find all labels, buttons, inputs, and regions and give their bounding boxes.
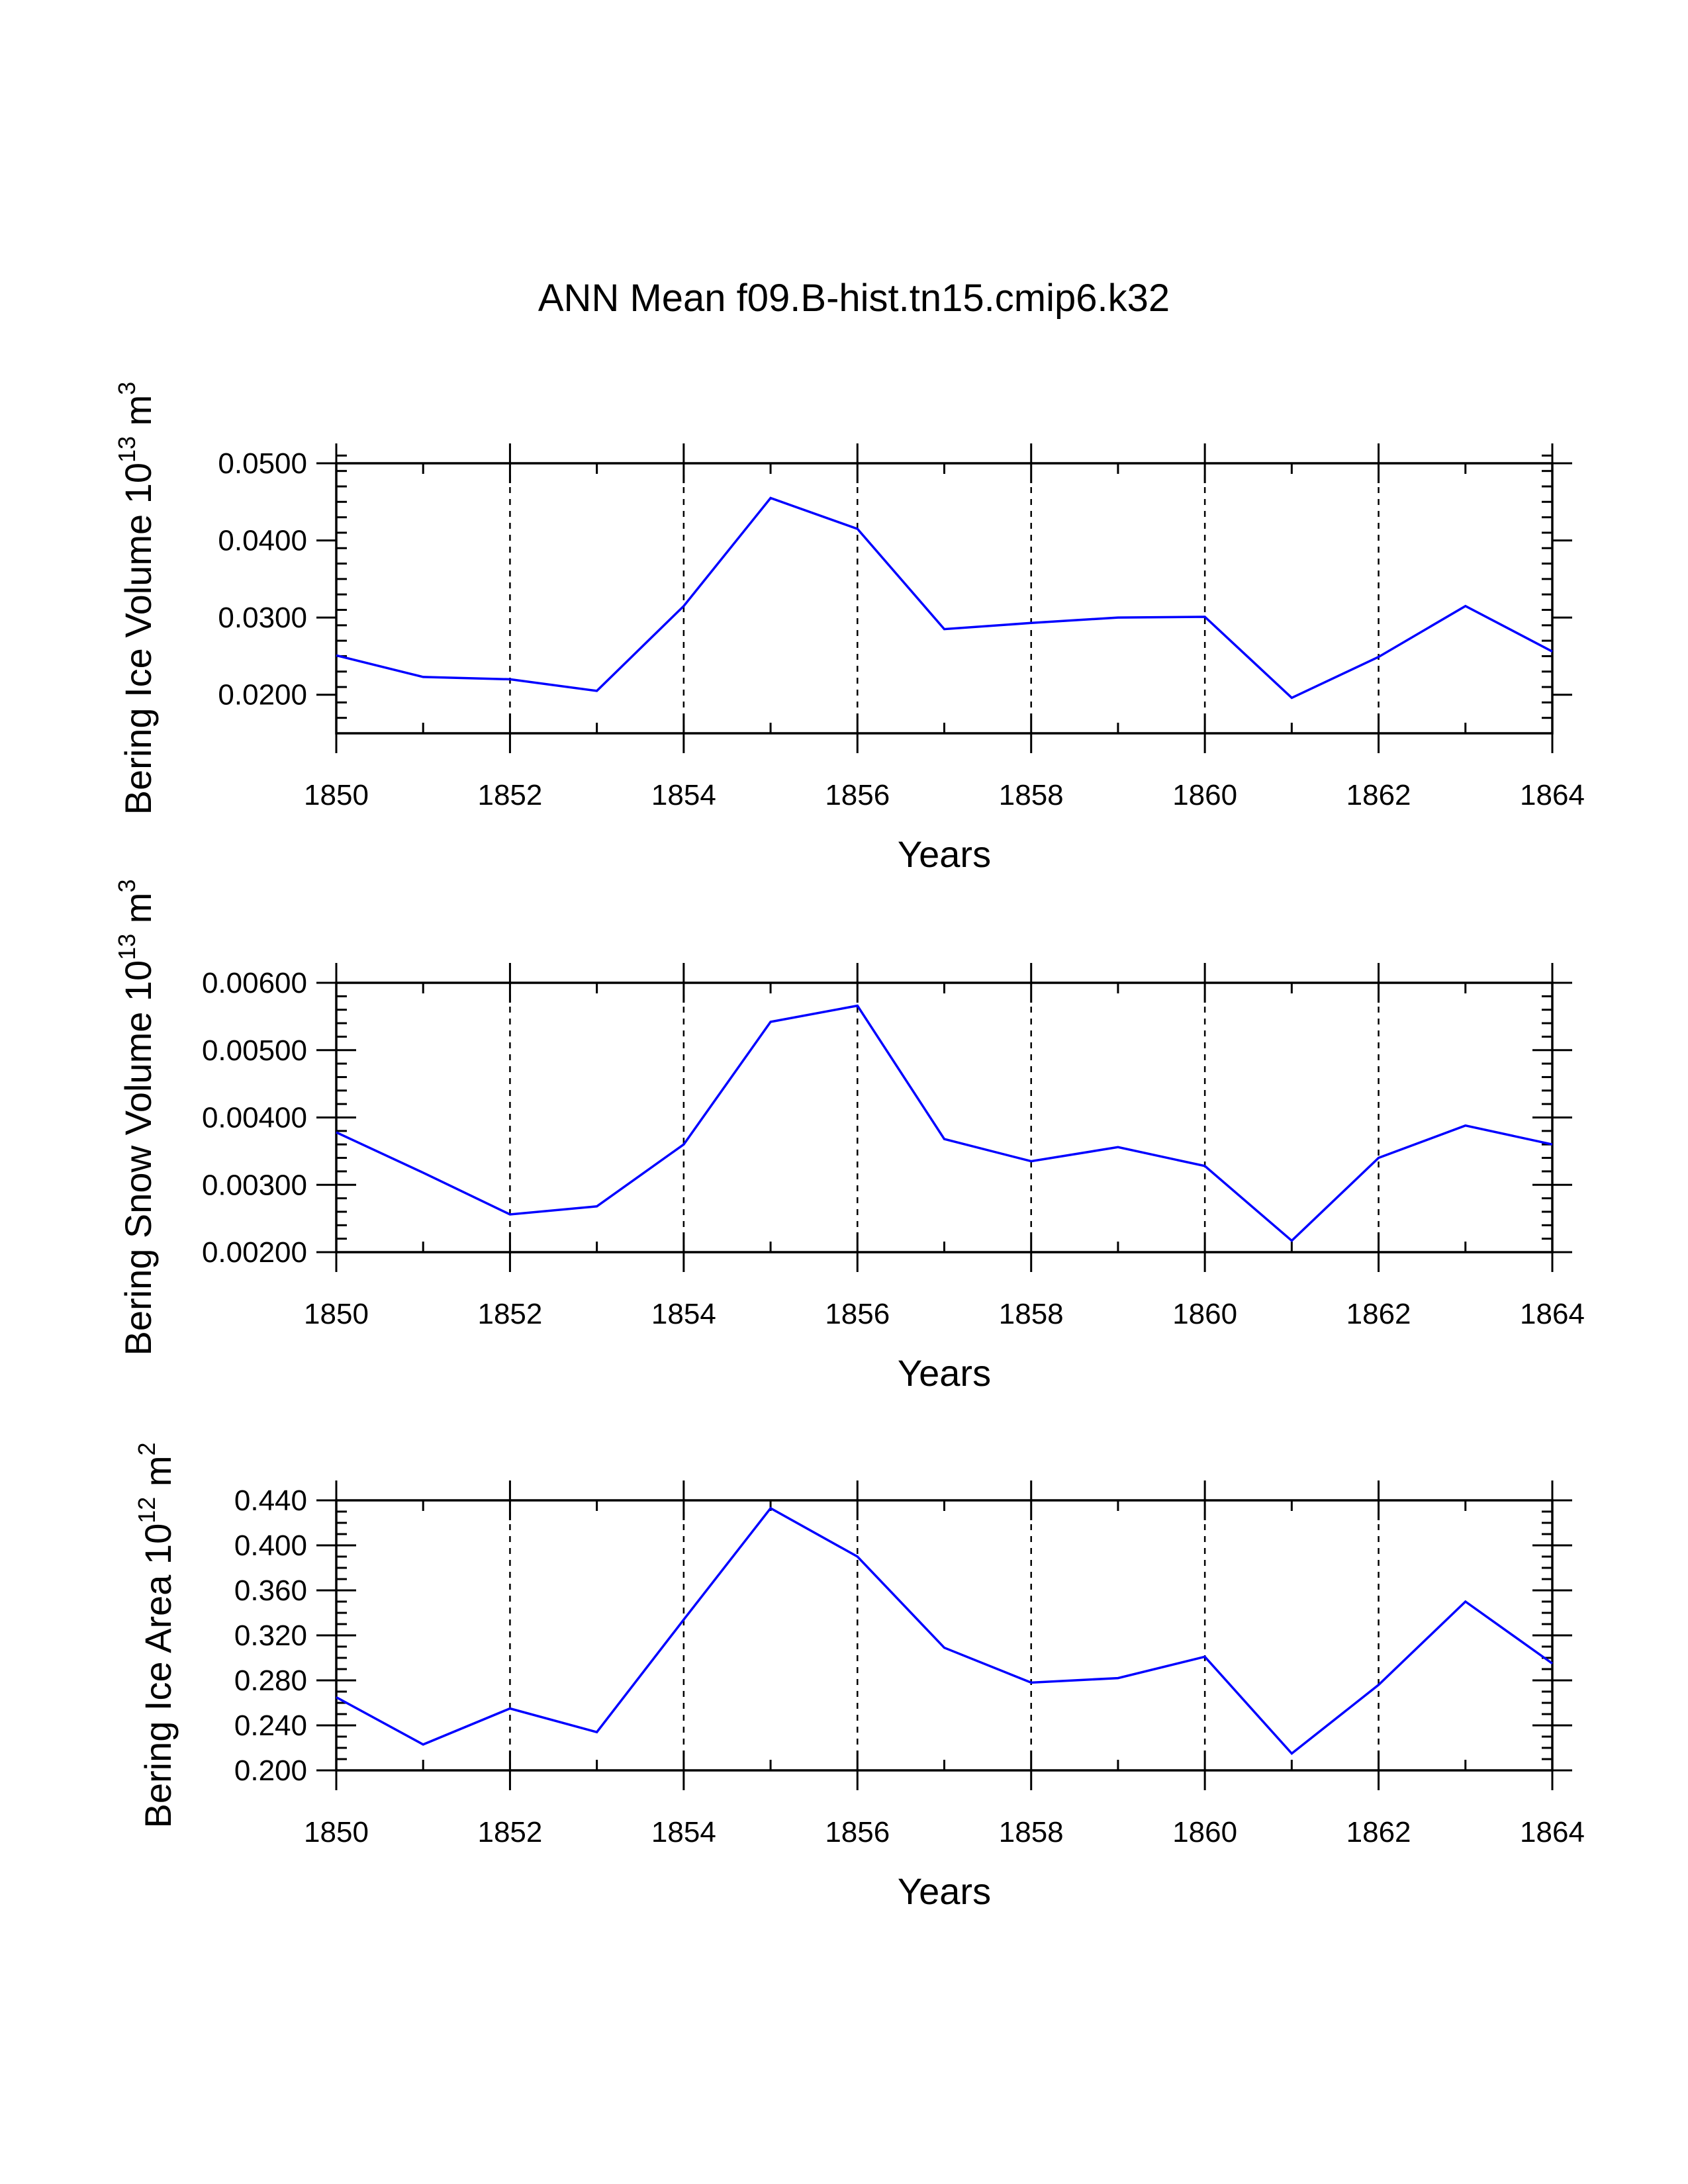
y-tick-label: 0.00200 <box>202 1236 307 1269</box>
y-axis-title-unit-exp: 2 <box>133 1442 160 1455</box>
y-axis-title-unit: m <box>117 893 159 934</box>
y-tick-label: 0.240 <box>234 1709 307 1742</box>
x-tick-label: 1862 <box>1346 1298 1411 1330</box>
y-tick-label: 0.00400 <box>202 1102 307 1134</box>
y-tick-label: 0.400 <box>234 1529 307 1562</box>
y-axis-title: Bering Ice Volume 1013 m3 <box>113 382 159 815</box>
y-tick-label: 0.0300 <box>218 602 307 634</box>
y-tick-label: 0.280 <box>234 1664 307 1697</box>
panel-2: 1850 1852 1854 1856 1858 1860 1862 1864 0.00200 0… <box>113 879 1585 1394</box>
y-tick-label: 0.00600 <box>202 967 307 999</box>
series-line <box>336 496 1553 700</box>
x-tick-label: 1858 <box>999 779 1064 811</box>
x-tick-label: 1854 <box>651 779 716 811</box>
x-tick-label: 1856 <box>825 1298 890 1330</box>
plot-frame <box>335 981 1554 1253</box>
x-tick-label: 1860 <box>1172 1816 1237 1848</box>
x-tick-label: 1854 <box>651 1816 716 1848</box>
x-tick-label: 1850 <box>304 1816 369 1848</box>
x-tick-label: 1862 <box>1346 779 1411 811</box>
y-axis-title-unit: m <box>137 1456 179 1497</box>
y-tick-label: 0.320 <box>234 1619 307 1652</box>
x-tick-label: 1856 <box>825 779 890 811</box>
y-axis-title-exp: 13 <box>113 934 140 960</box>
y-axis-title: Bering Snow Volume 1013 m3 <box>113 879 159 1355</box>
y-tick-label: 0.00300 <box>202 1169 307 1201</box>
y-axis-title-unit-exp: 3 <box>113 879 140 892</box>
x-tick-label: 1862 <box>1346 1816 1411 1848</box>
x-tick-label: 1858 <box>999 1816 1064 1848</box>
series-line <box>336 1506 1554 1755</box>
x-tick-label: 1850 <box>304 1298 369 1330</box>
y-tick-label: 0.0400 <box>218 525 307 557</box>
y-axis-title-text: Bering Ice Area 10 <box>137 1524 179 1829</box>
x-tick-label: 1852 <box>477 779 542 811</box>
y-tick-label: 0.360 <box>234 1574 307 1607</box>
x-axis-title: Years <box>898 1870 991 1912</box>
x-tick-label: 1864 <box>1520 1816 1585 1848</box>
panel-1: 1850 1852 1854 1856 1858 1860 1862 1864 0.0200 0.… <box>113 382 1585 875</box>
figure-title: ANN Mean f09.B-hist.tn15.cmip6.k32 <box>538 277 1170 320</box>
series-line <box>336 1004 1553 1243</box>
y-axis-title-unit-exp: 3 <box>113 382 140 395</box>
y-tick-label: 0.200 <box>234 1754 307 1787</box>
x-tick-label: 1856 <box>825 1816 890 1848</box>
x-tick-label: 1864 <box>1520 1298 1585 1330</box>
y-tick-label: 0.0200 <box>218 679 307 711</box>
x-tick-label: 1854 <box>651 1298 716 1330</box>
y-axis-title-exp: 13 <box>113 436 140 463</box>
x-tick-label: 1860 <box>1172 1298 1237 1330</box>
x-tick-label: 1850 <box>304 779 369 811</box>
y-axis-title-text: Bering Snow Volume 10 <box>117 960 159 1356</box>
x-axis-title: Years <box>898 833 991 875</box>
y-tick-label: 0.00500 <box>202 1034 307 1067</box>
y-axis-title-unit: m <box>117 395 159 436</box>
x-tick-label: 1864 <box>1520 779 1585 811</box>
y-tick-label: 0.0500 <box>218 447 307 480</box>
y-axis-title-text: Bering Ice Volume 10 <box>117 463 159 815</box>
panel-3: 1850 1852 1854 1856 1858 1860 1862 1864 0.200 0.2… <box>133 1442 1585 1912</box>
x-tick-label: 1858 <box>999 1298 1064 1330</box>
panels: 1850 1852 1854 1856 1858 1860 1862 1864 0.0200 0.… <box>113 382 1585 1912</box>
y-axis-title: Bering Ice Area 1012 m2 <box>133 1442 179 1828</box>
x-axis-title: Years <box>898 1352 991 1394</box>
y-axis-title-exp: 12 <box>133 1497 160 1524</box>
y-tick-label: 0.440 <box>234 1484 307 1517</box>
x-tick-label: 1852 <box>477 1816 542 1848</box>
plot-frame <box>335 1499 1554 1772</box>
x-tick-label: 1852 <box>477 1298 542 1330</box>
x-tick-label: 1860 <box>1172 779 1237 811</box>
plot-frame <box>335 462 1554 735</box>
